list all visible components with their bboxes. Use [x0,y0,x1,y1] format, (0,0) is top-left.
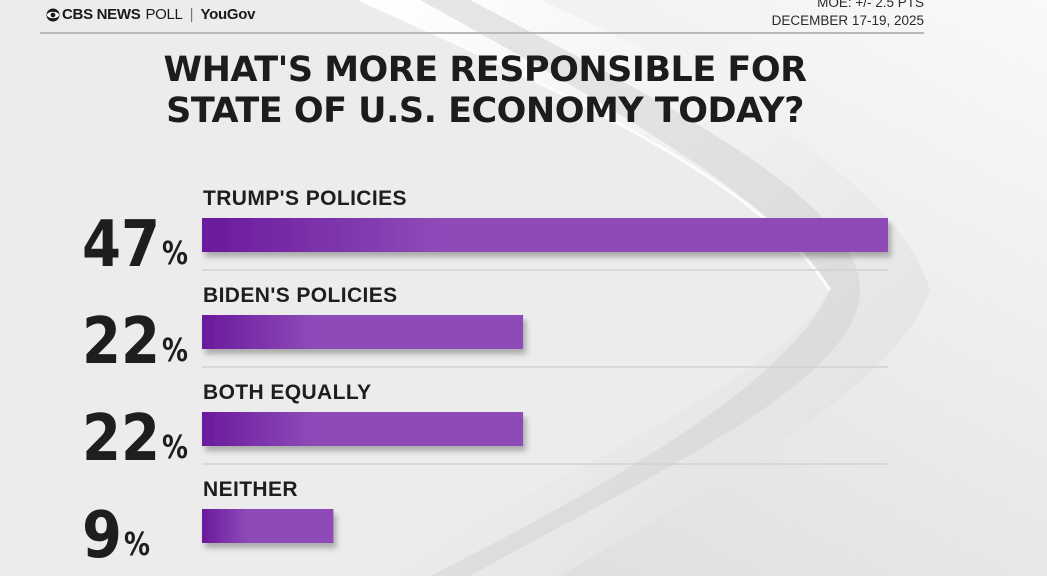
brand-network: CBS NEWS [62,6,141,23]
margin-of-error: MOE: +/- 2.5 PTS [817,0,924,10]
category-label: TRUMP'S POLICIES [203,187,407,210]
chart-title: WHAT'S MORE RESPONSIBLE FOR STATE OF U.S… [0,50,970,132]
percent-sign: % [162,331,188,369]
percent-sign: % [124,525,150,563]
brand-logo: CBS NEWS POLL | YouGov [46,6,255,23]
bar [202,412,524,446]
chart-title-line-2: STATE OF U.S. ECONOMY TODAY? [166,91,804,131]
percent-sign: % [162,234,188,272]
header-rule [40,32,924,34]
percent-sign: % [162,428,188,466]
chart-title-line-1: WHAT'S MORE RESPONSIBLE FOR [163,50,807,90]
value-label: 22 [82,402,160,476]
brand-poll: POLL [145,6,183,23]
category-label: BIDEN'S POLICIES [203,284,398,307]
value-label: 22 [82,305,160,379]
cbs-eye-icon [46,8,60,21]
bar [202,509,334,543]
poll-date: DECEMBER 17-19, 2025 [771,13,924,28]
value-label: 9 [82,499,122,573]
bar [202,315,524,349]
value-label: 47 [82,208,160,282]
poll-meta: MOE: +/- 2.5 PTS DECEMBER 17-19, 2025 [772,0,924,30]
brand-partner: YouGov [200,6,256,23]
bar [202,218,888,252]
brand-separator: | [189,6,194,23]
category-label: NEITHER [203,478,298,501]
category-label: BOTH EQUALLY [203,381,372,404]
